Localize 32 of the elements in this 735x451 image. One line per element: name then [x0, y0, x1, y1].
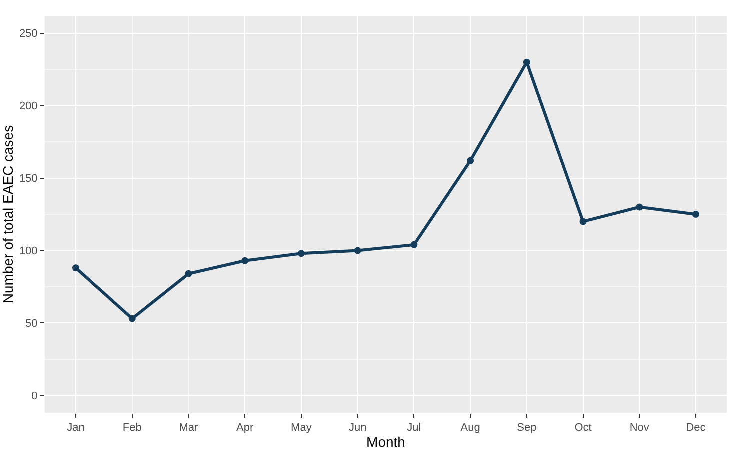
x-tick-label: May — [291, 422, 312, 434]
x-tick-label: Aug — [460, 422, 480, 434]
y-tick-label: 0 — [32, 390, 38, 402]
point — [185, 270, 192, 278]
point — [128, 315, 136, 322]
point — [523, 58, 530, 66]
x-tick-label: Jun — [348, 422, 367, 434]
y-axis-title: Number of total EAEC cases — [0, 125, 16, 304]
x-tick-label: Oct — [574, 422, 592, 434]
x-tick-label: Apr — [236, 422, 254, 434]
point — [354, 247, 362, 254]
y-tick-label: 200 — [19, 100, 38, 113]
point — [298, 250, 305, 258]
x-tick-label: Jul — [407, 422, 422, 434]
point — [242, 257, 249, 264]
point — [580, 218, 587, 226]
x-tick-label: Nov — [630, 422, 650, 434]
y-tick-label: 250 — [19, 28, 38, 40]
point — [467, 157, 474, 164]
point — [636, 204, 644, 211]
x-tick-label: Feb — [122, 422, 142, 434]
point — [692, 211, 700, 218]
x-axis-title: Month — [366, 434, 406, 450]
x-tick-label: Mar — [179, 422, 199, 434]
x-tick-label: Jan — [67, 422, 85, 434]
y-tick-label: 100 — [19, 246, 38, 258]
point — [410, 241, 418, 248]
y-tick-label: 50 — [26, 318, 38, 330]
x-tick-label: Dec — [686, 422, 706, 434]
y-tick-label: 150 — [19, 173, 38, 186]
x-tick-label: Sep — [517, 422, 537, 434]
point — [72, 264, 80, 272]
